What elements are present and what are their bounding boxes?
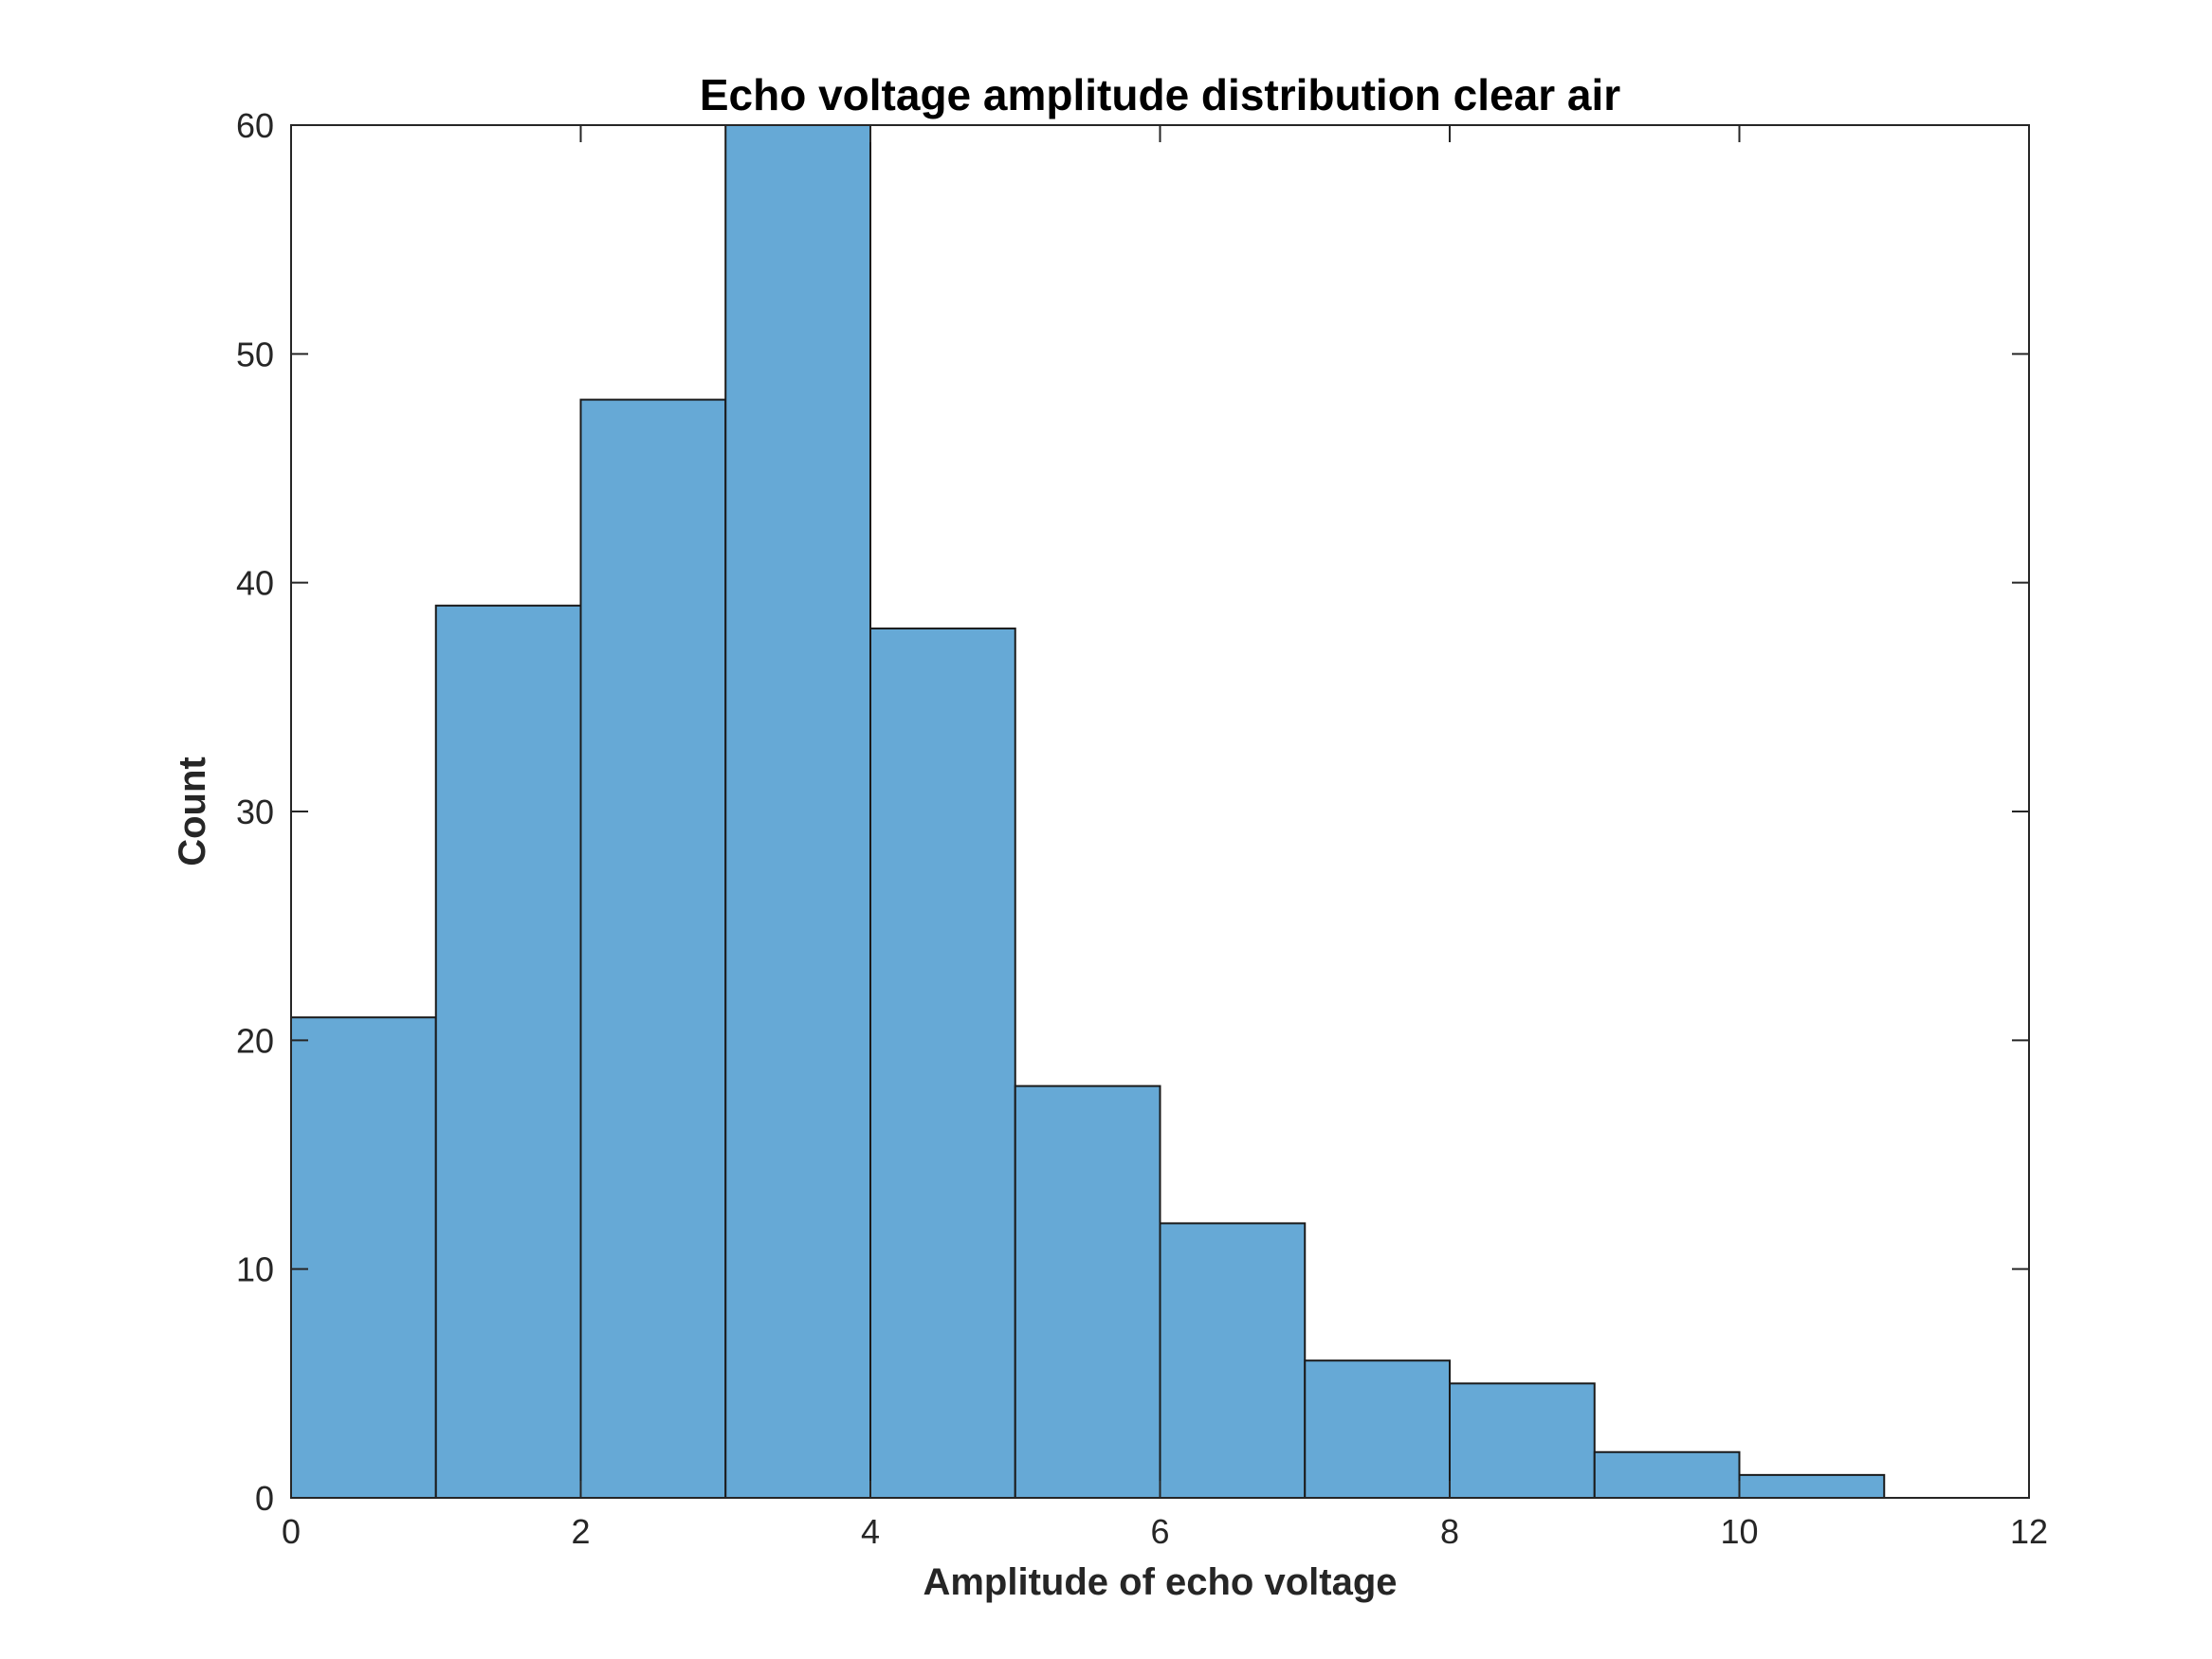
chart-title: Echo voltage amplitude distribution clea… bbox=[700, 70, 1620, 119]
y-tick-label: 10 bbox=[236, 1250, 274, 1289]
y-tick-label: 40 bbox=[236, 564, 274, 603]
y-tick-label: 30 bbox=[236, 793, 274, 831]
histogram-bar bbox=[1161, 1223, 1306, 1498]
x-tick-label: 12 bbox=[2010, 1512, 2048, 1551]
histogram-bar bbox=[870, 629, 1015, 1498]
x-tick-label: 10 bbox=[1720, 1512, 1758, 1551]
histogram-bar bbox=[725, 125, 870, 1498]
histogram-bar bbox=[1740, 1475, 1885, 1498]
histogram-bar bbox=[1305, 1360, 1450, 1498]
histogram-bar bbox=[581, 400, 726, 1498]
histogram-bar bbox=[436, 606, 581, 1498]
x-tick-label: 4 bbox=[861, 1512, 880, 1551]
y-tick-label: 0 bbox=[255, 1479, 274, 1518]
y-tick-label: 60 bbox=[236, 106, 274, 145]
y-tick-label: 50 bbox=[236, 335, 274, 374]
histogram-bar bbox=[1450, 1383, 1595, 1498]
x-tick-label: 6 bbox=[1150, 1512, 1169, 1551]
histogram-bar bbox=[1595, 1452, 1740, 1498]
y-tick-label: 20 bbox=[236, 1021, 274, 1060]
y-axis-title: Count bbox=[172, 757, 213, 866]
x-axis-title: Amplitude of echo voltage bbox=[923, 1561, 1397, 1603]
x-tick-label: 2 bbox=[571, 1512, 590, 1551]
histogram-bar bbox=[1015, 1086, 1161, 1498]
x-tick-label: 8 bbox=[1440, 1512, 1459, 1551]
x-tick-label: 0 bbox=[282, 1512, 301, 1551]
histogram-bar bbox=[291, 1017, 436, 1498]
